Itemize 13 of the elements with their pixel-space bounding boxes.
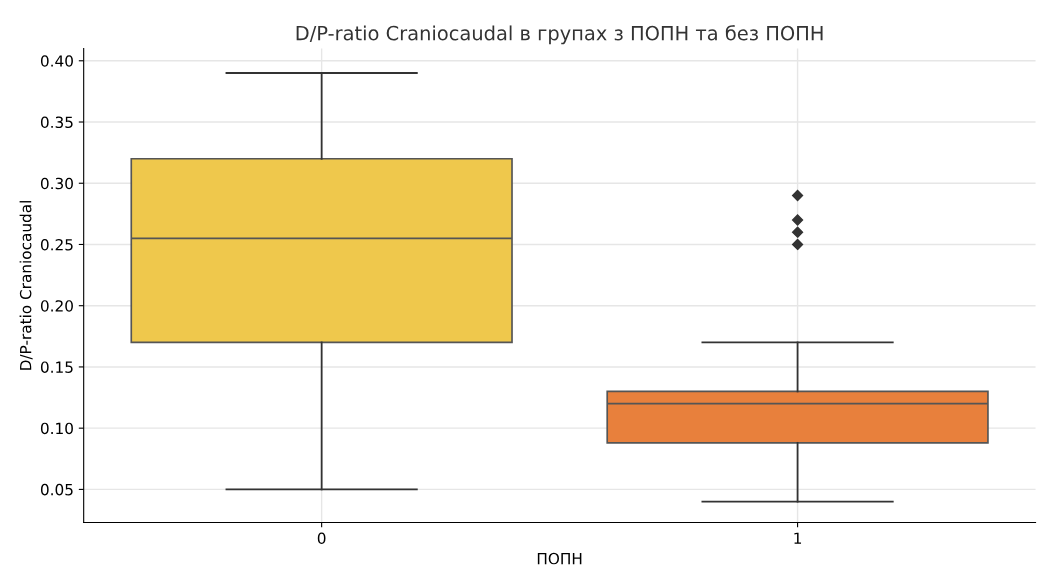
x-axis-title: ПОПН: [537, 552, 582, 565]
x-tick-label: 1: [794, 532, 802, 544]
y-tick-label: 0.25: [40, 238, 73, 251]
y-tick-label: 0.05: [40, 483, 73, 496]
y-tick-label: 0.30: [40, 177, 73, 190]
y-tick-label: 0.10: [40, 422, 73, 435]
y-tick-label: 0.20: [40, 300, 73, 312]
y-tick-label: 0.35: [40, 116, 73, 129]
y-tick-label: 0.15: [40, 361, 73, 373]
x-tick-label: 0: [317, 532, 326, 545]
chart-title: D/P-ratio Craniocaudal в групах з ПОПН та без ПОПН: [296, 25, 823, 45]
y-tick-label: 0.40: [40, 55, 73, 67]
y-axis-title: D/P-ratio Craniocaudal: [19, 201, 33, 370]
